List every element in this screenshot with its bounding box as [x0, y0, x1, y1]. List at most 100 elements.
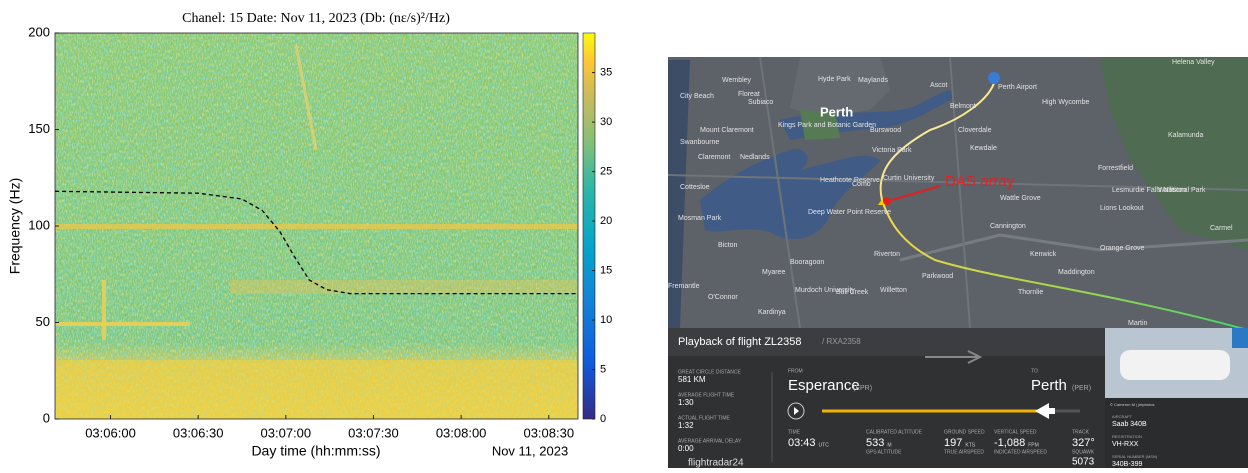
- map-label: Fremantle: [668, 283, 700, 290]
- close-button[interactable]: [1232, 328, 1248, 348]
- from-code: (EPR): [853, 385, 872, 392]
- sub-reading-label: SQUAWK: [1072, 449, 1095, 455]
- map-label: Bull Creek: [836, 289, 869, 296]
- tonal-line: [55, 224, 578, 229]
- sub-reading-label: GPS ALTITUDE: [866, 449, 902, 455]
- map-label: Perth: [820, 104, 853, 119]
- map-label: High Wycombe: [1042, 99, 1090, 106]
- map-label: Bicton: [718, 242, 738, 249]
- colorbar-tick-label: 10: [600, 314, 612, 326]
- callsign: / RXA2358: [822, 337, 861, 346]
- das-marker: [883, 197, 891, 205]
- panel-title: Playback of flight ZL2358: [678, 336, 802, 348]
- map-label: Parkwood: [922, 273, 953, 280]
- colorbar-tick-label: 35: [600, 66, 612, 78]
- date-label: Nov 11, 2023: [492, 443, 568, 458]
- y-tick-label: 100: [28, 217, 50, 232]
- aircraft-label: SERIAL NUMBER (MSN): [1112, 454, 1158, 459]
- to-code: (PER): [1072, 385, 1091, 392]
- x-tick-label: 03:06:30: [173, 425, 224, 440]
- y-axis-label: Frequency (Hz): [7, 178, 23, 274]
- aircraft-label: REGISTRATION: [1112, 434, 1142, 439]
- map-label: Claremont: [698, 154, 730, 161]
- map-label: Cottesloe: [680, 184, 710, 191]
- figure: Chanel: 15 Date: Nov 11, 2023 (Db: (nε/s…: [0, 0, 1248, 468]
- sub-reading-label: TRUE AIRSPEED: [944, 449, 984, 455]
- flight-map: DAS array City Beach Wembley Floreat Hyde P…: [668, 57, 1248, 330]
- colorbar-tick-label: 20: [600, 215, 612, 227]
- reading-unit: M: [887, 442, 891, 448]
- reading-label: TIME: [788, 429, 801, 435]
- map-label: Kenwick: [1030, 251, 1057, 258]
- stat-value: 0:00: [678, 444, 694, 453]
- reading-value: 327°: [1072, 437, 1095, 449]
- map-label: Kewdale: [970, 145, 997, 152]
- reading-unit: KTS: [965, 442, 975, 448]
- x-axis-label: Day time (hh:mm:ss): [251, 443, 380, 459]
- map-label: Riverton: [874, 251, 900, 258]
- airport-marker: [988, 72, 1000, 84]
- colorbar-tick-label: 0: [600, 413, 606, 425]
- chart-title: Chanel: 15 Date: Nov 11, 2023 (Db: (nε/s…: [182, 11, 450, 26]
- reading-unit: FPM: [1028, 442, 1039, 448]
- low-band: [55, 360, 578, 419]
- map-label: Kings Park and Botanic Garden: [778, 122, 876, 129]
- map-label: Kalamunda: [1168, 132, 1204, 139]
- map-label: O'Connor: [708, 294, 738, 301]
- map-label: Mosman Park: [678, 215, 722, 222]
- to-city: Perth: [1031, 377, 1067, 394]
- from-city: Esperance: [788, 377, 860, 394]
- aircraft-value: Saab 340B: [1112, 421, 1147, 428]
- map-label: Floreat: [738, 91, 760, 98]
- map-label: Thornlie: [1018, 289, 1043, 296]
- reading-label: TRACK: [1072, 429, 1090, 435]
- map-label: Burswood: [870, 127, 901, 134]
- map-label: Myaree: [762, 269, 785, 276]
- y-tick-label: 0: [43, 410, 50, 425]
- aircraft-shape: [1120, 350, 1230, 380]
- map-label: Hyde Park: [818, 76, 851, 83]
- sub-reading-label: INDICATED AIRSPEED: [994, 449, 1047, 455]
- reading-label: GROUND SPEED: [944, 429, 985, 435]
- map-label: Ascot: [930, 82, 948, 89]
- map-label: Orange Grove: [1100, 245, 1144, 252]
- colorbar: [583, 33, 595, 419]
- map-label: City Beach: [680, 93, 714, 100]
- squawk-value: 5073: [1072, 457, 1095, 468]
- map-label: Maddington: [1058, 269, 1095, 276]
- map-annotation: DAS array: [945, 173, 1015, 190]
- tonal-line: [102, 280, 106, 340]
- spectrogram: [55, 33, 578, 419]
- aircraft-value: VH-RXX: [1112, 441, 1139, 448]
- map-label: Curtin University: [883, 175, 935, 182]
- map-label: Swanbourne: [680, 139, 719, 146]
- to-label: TO: [1031, 368, 1038, 374]
- map-label: Helena Valley: [1172, 59, 1215, 66]
- map-label: Wembley: [722, 77, 752, 84]
- map-label: Maylands: [858, 77, 888, 84]
- map-label: Mount Claremont: [700, 127, 754, 134]
- stat-value: 581 KM: [678, 375, 706, 384]
- map-label: Belmont: [950, 103, 976, 110]
- x-tick-label: 03:07:00: [261, 425, 312, 440]
- reading-value: 533: [866, 437, 884, 449]
- reading-value: 03:43: [788, 437, 816, 449]
- x-tick-label: 03:06:00: [85, 425, 136, 440]
- tonal-band: [230, 280, 578, 294]
- flight-panel: Playback of flight ZL2358/ RXA2358GREAT …: [668, 328, 1248, 468]
- colorbar-tick-label: 30: [600, 116, 612, 128]
- map-label: Nedlands: [740, 154, 770, 161]
- reading-label: VERTICAL SPEED: [994, 429, 1037, 435]
- map-label: Como: [852, 181, 871, 188]
- map-label: Perth Airport: [998, 84, 1037, 91]
- aircraft-value: 340B-399: [1112, 461, 1142, 468]
- map-label: Cloverdale: [958, 127, 992, 134]
- colorbar-tick-label: 15: [600, 264, 612, 276]
- colorbar-tick-label: 25: [600, 165, 612, 177]
- map-label: Forrestfield: [1098, 165, 1133, 172]
- x-tick-label: 03:08:00: [436, 425, 487, 440]
- y-tick-label: 200: [28, 24, 50, 39]
- map-label: Willetton: [880, 287, 907, 294]
- map-label: Deep Water Point Reserve: [808, 209, 891, 216]
- map-label: Booragoon: [790, 259, 824, 266]
